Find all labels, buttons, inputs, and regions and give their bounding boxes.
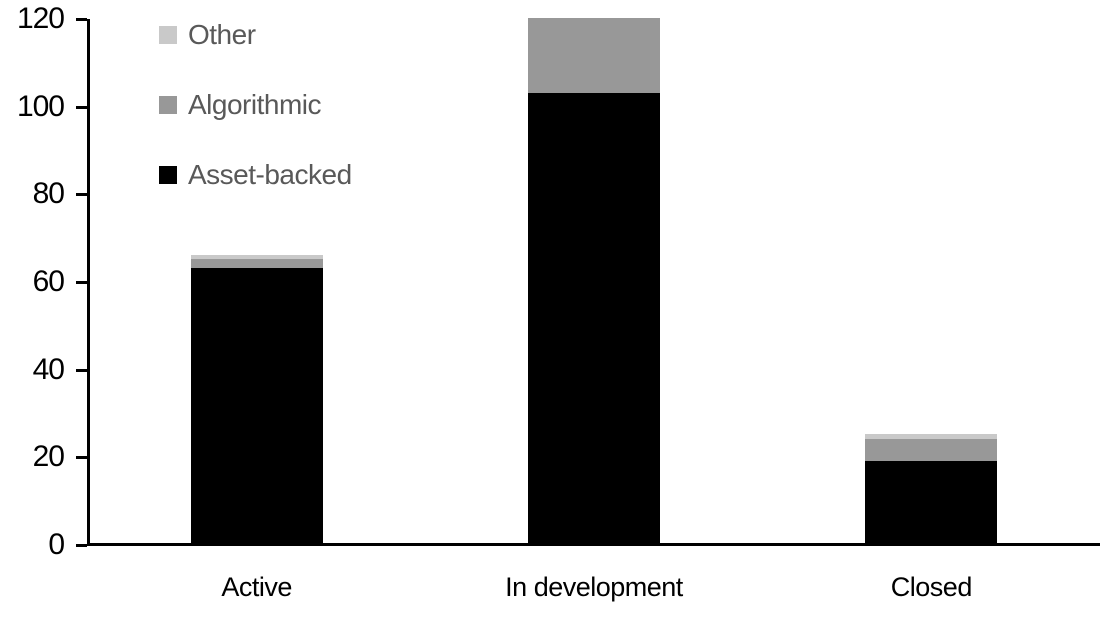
y-tick-40	[76, 368, 87, 372]
bar-active-segment-other	[190, 254, 323, 260]
y-tick-label-40: 40	[32, 352, 65, 386]
legend-label-asset-backed: Asset-backed	[188, 158, 352, 190]
bar-closed-segment-other	[865, 434, 998, 439]
y-tick-label-80: 80	[32, 177, 65, 211]
y-tick-label-0: 0	[48, 528, 65, 561]
y-tick-label-100: 100	[16, 89, 65, 123]
y-tick-100	[76, 105, 87, 109]
bar-active-segment-algorithmic	[190, 259, 323, 268]
bar-in-development-segment-asset-backed	[528, 92, 660, 544]
x-axis	[87, 543, 1100, 546]
x-label-in-development: In development	[505, 572, 683, 602]
y-tick-20	[76, 456, 87, 460]
y-tick-label-60: 60	[32, 265, 65, 298]
legend-label-other: Other	[188, 18, 256, 50]
legend-swatch-other	[159, 25, 177, 44]
bar-closed-segment-asset-backed	[865, 460, 998, 544]
legend: Other Algorithmic Asset-backed	[159, 17, 352, 227]
y-tick-80	[76, 193, 87, 197]
y-tick-label-20: 20	[32, 440, 65, 474]
legend-item-other: Other	[159, 17, 352, 52]
y-tick-120	[76, 18, 87, 21]
bar-in-development-segment-algorithmic	[528, 18, 660, 93]
legend-item-asset-backed: Asset-backed	[159, 157, 352, 192]
x-label-closed: Closed	[890, 572, 973, 602]
bar-active-segment-asset-backed	[190, 267, 323, 544]
y-axis	[87, 19, 90, 546]
x-label-active: Active	[221, 572, 292, 602]
y-tick-0	[76, 544, 87, 547]
y-tick-60	[76, 281, 87, 284]
legend-label-algorithmic: Algorithmic	[188, 88, 321, 120]
legend-swatch-algorithmic	[159, 95, 177, 114]
bar-closed-segment-algorithmic	[865, 438, 998, 461]
legend-item-algorithmic: Algorithmic	[159, 87, 352, 122]
legend-swatch-asset-backed	[159, 165, 177, 184]
y-tick-label-120: 120	[16, 2, 65, 35]
